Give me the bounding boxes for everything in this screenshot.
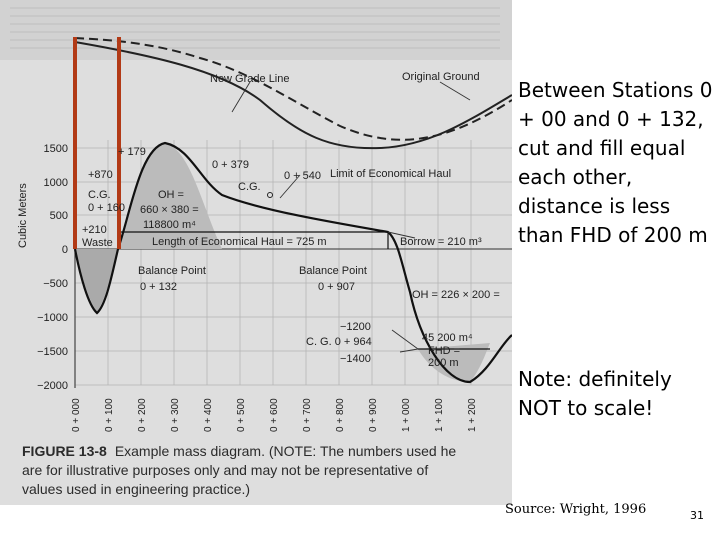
annotation: C.G. bbox=[238, 181, 261, 193]
annotation: 0 + 379 bbox=[212, 159, 249, 171]
figure-caption-line1: FIGURE 13-8 Example mass diagram. (NOTE: … bbox=[22, 443, 456, 459]
annotation: 0 + 907 bbox=[318, 281, 355, 293]
annotation: OH = 226 × 200 = bbox=[412, 289, 500, 301]
x-tick: 0 + 600 bbox=[269, 398, 280, 432]
annotation: +210 bbox=[82, 224, 107, 236]
x-tick: 1 + 200 bbox=[467, 398, 478, 432]
figure-caption-line3: values used in engineering practice.) bbox=[22, 481, 250, 497]
x-tick: 1 + 000 bbox=[401, 398, 412, 432]
y-tick: 0 bbox=[62, 244, 68, 256]
x-tick: 0 + 100 bbox=[104, 398, 115, 432]
x-tick: 0 + 500 bbox=[236, 398, 247, 432]
annotation: 0 + 160 bbox=[88, 202, 125, 214]
annotation: −1200 bbox=[340, 321, 371, 333]
annotation: Limit of Economical Haul bbox=[330, 168, 451, 180]
waste-shade bbox=[75, 249, 118, 312]
mass-diagram-scan: 1500 1000 500 0 −500 −1000 −1500 −2000 C… bbox=[0, 0, 512, 505]
annotation: C.G. bbox=[88, 189, 111, 201]
page-number: 31 bbox=[690, 509, 704, 522]
annotation: 0 + 132 bbox=[140, 281, 177, 293]
new-grade-line-curve bbox=[74, 41, 512, 150]
note-balance-explanation: Between Stations 0 + 00 and 0 + 132, cut… bbox=[518, 78, 713, 247]
haul-shade bbox=[118, 143, 222, 249]
original-ground-label: Original Ground bbox=[402, 71, 480, 83]
annotation: −1400 bbox=[340, 353, 371, 365]
y-tick: −1500 bbox=[37, 346, 68, 358]
x-tick: 0 + 000 bbox=[71, 398, 82, 432]
y-tick: 1500 bbox=[44, 143, 68, 155]
fhd-shade bbox=[418, 343, 490, 382]
annotation: OH = bbox=[158, 189, 184, 201]
y-tick: −500 bbox=[43, 278, 68, 290]
x-tick: 1 + 100 bbox=[434, 398, 445, 432]
x-tick: 0 + 900 bbox=[368, 398, 379, 432]
annotation: 45 200 m⁴ bbox=[422, 332, 473, 344]
annotation: 118800 m⁴ bbox=[143, 219, 196, 231]
note-not-to-scale: Note: definitely NOT to scale! bbox=[518, 367, 672, 420]
annotation: 200 m bbox=[428, 357, 459, 369]
y-tick: −2000 bbox=[37, 380, 68, 392]
annotation: 660 × 380 = bbox=[140, 204, 199, 216]
source-citation: Source: Wright, 1996 bbox=[505, 502, 647, 517]
x-tick: 0 + 800 bbox=[335, 398, 346, 432]
y-axis-title: Cubic Meters bbox=[17, 183, 29, 248]
annotation: Balance Point bbox=[299, 265, 367, 277]
annotation: Balance Point bbox=[138, 265, 206, 277]
x-ticks: 0 + 000 0 + 100 0 + 200 0 + 300 0 + 400 … bbox=[71, 398, 478, 432]
y-tick: −1000 bbox=[37, 312, 68, 324]
x-tick: 0 + 700 bbox=[302, 398, 313, 432]
annotation: FHD = bbox=[428, 345, 460, 357]
mass-diagram: 1500 1000 500 0 −500 −1000 −1500 −2000 C… bbox=[0, 0, 512, 497]
figure-caption-line2: are for illustrative purposes only and m… bbox=[22, 462, 428, 478]
original-ground-curve bbox=[74, 37, 512, 141]
annotation: Borrow = 210 m³ bbox=[400, 236, 482, 248]
y-tick: 500 bbox=[50, 210, 68, 222]
annotation: Length of Economical Haul = 725 m bbox=[152, 236, 327, 248]
x-tick: 0 + 300 bbox=[170, 398, 181, 432]
annotation: + 179 bbox=[118, 146, 146, 158]
annotation: +870 bbox=[88, 169, 113, 181]
annotation: C. G. 0 + 964 bbox=[306, 336, 372, 348]
y-tick: 1000 bbox=[44, 177, 68, 189]
x-tick: 0 + 200 bbox=[137, 398, 148, 432]
x-tick: 0 + 400 bbox=[203, 398, 214, 432]
new-grade-line-label: New Grade Line bbox=[210, 73, 290, 85]
mass-curve bbox=[73, 141, 512, 384]
annotation: 0 + 540 bbox=[284, 170, 321, 182]
annotation: Waste bbox=[82, 237, 113, 249]
